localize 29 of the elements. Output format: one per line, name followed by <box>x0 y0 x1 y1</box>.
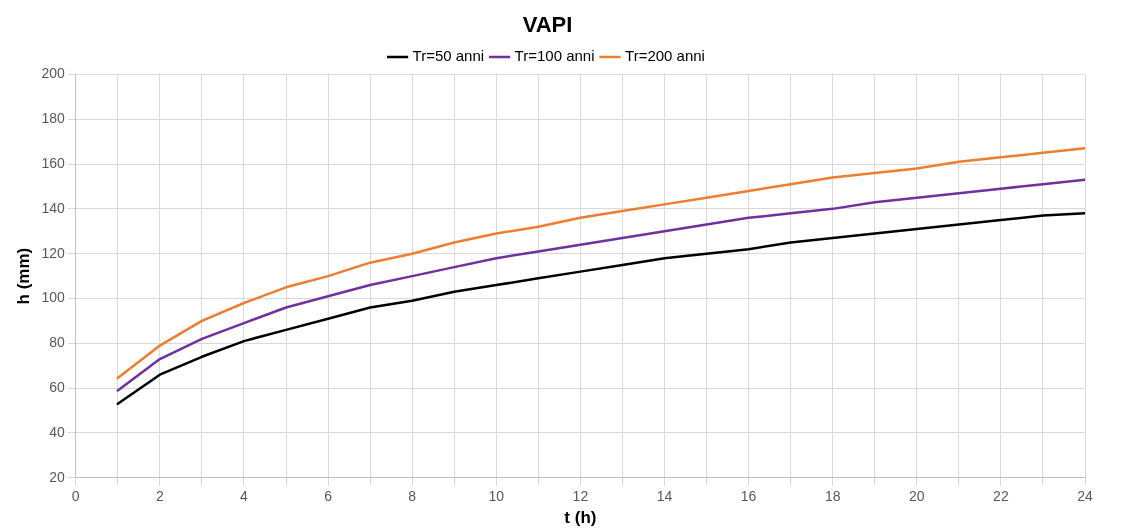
y-axis-title: h (mm) <box>13 247 33 305</box>
y-tick-label: 60 <box>49 379 65 396</box>
y-tick-label: 180 <box>41 110 65 127</box>
x-tick-label: 6 <box>324 488 333 505</box>
legend-label: Tr=200 anni <box>625 47 705 65</box>
y-tick-label: 80 <box>49 334 65 351</box>
y-tick-label: 160 <box>41 154 65 171</box>
chart-title: VAPI <box>522 12 573 38</box>
x-tick-label: 22 <box>993 488 1009 505</box>
legend-label: Tr=50 anni <box>412 47 485 65</box>
y-tick-label: 20 <box>49 468 65 485</box>
x-tick-label: 8 <box>408 488 417 505</box>
legend-label: Tr=100 anni <box>514 47 595 65</box>
x-tick-label: 10 <box>488 488 505 505</box>
y-tick-label: 40 <box>49 423 65 440</box>
y-tick-label: 140 <box>41 199 65 216</box>
x-axis-title: t (h) <box>564 508 597 528</box>
x-tick-label: 14 <box>656 488 673 505</box>
y-tick-label: 200 <box>41 65 65 82</box>
x-tick-label: 20 <box>909 488 925 505</box>
x-tick-label: 0 <box>71 488 80 505</box>
x-tick-label: 24 <box>1077 488 1093 505</box>
x-tick-label: 18 <box>824 488 841 505</box>
y-tick-label: 120 <box>41 244 65 261</box>
x-tick-label: 12 <box>572 488 589 505</box>
x-tick-label: 4 <box>240 488 249 505</box>
x-tick-label: 2 <box>155 488 164 505</box>
y-tick-label: 100 <box>41 289 65 306</box>
x-tick-label: 16 <box>740 488 757 505</box>
